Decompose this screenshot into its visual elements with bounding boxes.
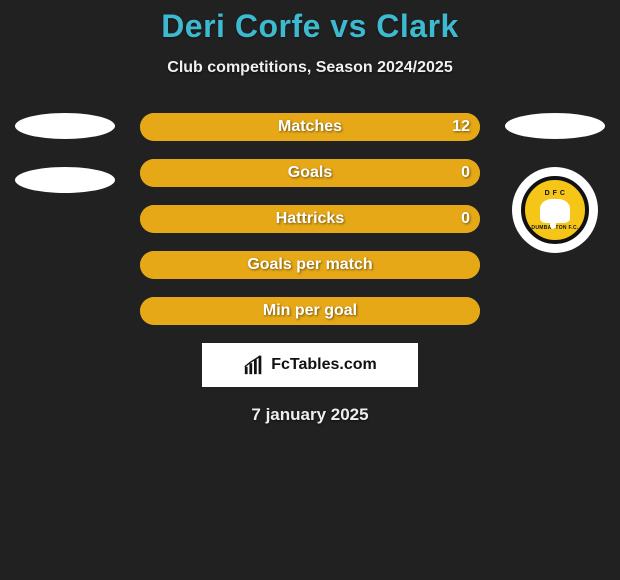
- stat-label: Min per goal: [263, 302, 357, 320]
- crest-top-text: D F C: [545, 190, 566, 197]
- left-player-column: [10, 113, 120, 221]
- stat-bar: Goals per match: [140, 251, 480, 279]
- watermark: FcTables.com: [202, 343, 418, 387]
- stat-label: Hattricks: [276, 210, 344, 228]
- left-club-badge-placeholder: [15, 167, 115, 193]
- comparison-block: D F C DUMBARTON F.C. Matches12Goals0Hatt…: [0, 113, 620, 325]
- stat-label: Goals per match: [247, 256, 372, 274]
- right-club-badge: D F C DUMBARTON F.C.: [512, 167, 598, 253]
- stat-bar: Matches 12: [140, 113, 480, 141]
- watermark-text: FcTables.com: [271, 356, 377, 374]
- dumbarton-crest: D F C DUMBARTON F.C.: [521, 176, 589, 244]
- elephant-icon: [540, 199, 570, 223]
- stat-bar: Goals 0: [140, 159, 480, 187]
- stat-right-value: 0: [461, 210, 470, 228]
- chart-icon: [243, 354, 265, 376]
- right-player-column: D F C DUMBARTON F.C.: [500, 113, 610, 253]
- page-subtitle: Club competitions, Season 2024/2025: [0, 59, 620, 77]
- stat-bar: Min per goal: [140, 297, 480, 325]
- left-player-avatar: [15, 113, 115, 139]
- stat-label: Matches: [278, 118, 342, 136]
- right-player-avatar: [505, 113, 605, 139]
- snapshot-date: 7 january 2025: [0, 405, 620, 425]
- stat-right-value: 0: [461, 164, 470, 182]
- stat-bars: Matches 12 Goals 0 Hattricks 0 Goals per match…: [140, 113, 480, 325]
- stat-bar: Hattricks 0: [140, 205, 480, 233]
- stat-right-value: 12: [452, 118, 470, 136]
- stat-label: Goals: [288, 164, 332, 182]
- page-title: Deri Corfe vs Clark: [0, 0, 620, 45]
